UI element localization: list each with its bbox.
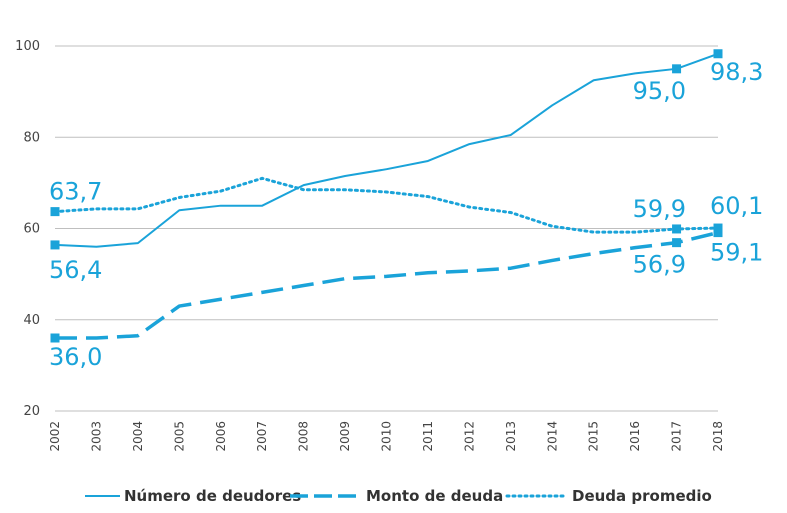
data-marker	[672, 238, 682, 248]
series-line-dotted	[53, 176, 720, 234]
x-tick-label: 2005	[172, 421, 186, 452]
data-markers	[50, 49, 723, 343]
data-marker	[672, 64, 682, 74]
series-line-dashed	[55, 230, 719, 340]
y-tick-label: 20	[23, 404, 40, 419]
data-label: 98,3	[710, 58, 763, 86]
x-tick-label: 2006	[214, 421, 228, 452]
legend-label: Número de deudores	[124, 487, 301, 505]
legend-label: Deuda promedio	[572, 487, 712, 505]
x-tick-label: 2011	[421, 421, 435, 452]
data-label: 63,7	[49, 178, 102, 206]
x-tick-label: 2017	[670, 421, 684, 452]
y-tick-label: 80	[23, 130, 40, 145]
y-axis: 20 40 60 80 100	[15, 39, 40, 419]
data-labels: 56,4 95,0 98,3 36,0 56,9 59,1 63,7 59,9 60,1	[49, 58, 763, 371]
data-label: 60,1	[710, 192, 763, 220]
data-label: 59,1	[710, 239, 763, 267]
legend: Número de deudores Monto de deuda Deuda pr…	[85, 487, 712, 505]
x-tick-label: 2004	[131, 421, 145, 452]
data-label: 56,9	[633, 251, 686, 279]
legend-label: Monto de deuda	[366, 487, 503, 505]
gridlines	[55, 45, 718, 412]
x-axis: 2002 2003 2004 2005 2006 2007 2008 2009 2010 2011…	[48, 421, 725, 452]
x-tick-label: 2008	[297, 421, 311, 452]
data-marker	[50, 333, 60, 343]
data-marker	[50, 207, 60, 217]
data-label: 36,0	[49, 343, 102, 371]
data-label: 95,0	[633, 77, 686, 105]
data-marker	[713, 223, 723, 233]
x-tick-label: 2012	[462, 421, 476, 452]
y-tick-label: 100	[15, 39, 40, 54]
data-marker	[713, 228, 723, 238]
x-tick-label: 2013	[504, 421, 518, 452]
data-marker	[50, 240, 60, 250]
x-tick-label: 2009	[338, 421, 352, 452]
data-marker	[713, 49, 723, 59]
data-label: 59,9	[633, 195, 686, 223]
x-tick-label: 2018	[711, 421, 725, 452]
x-tick-label: 2014	[545, 421, 559, 452]
x-tick-label: 2010	[380, 421, 394, 452]
x-tick-label: 2007	[255, 421, 269, 452]
x-tick-label: 2015	[587, 421, 601, 452]
y-tick-label: 40	[23, 313, 40, 328]
data-marker	[672, 224, 682, 234]
series-line-solid	[54, 52, 719, 248]
series-lines	[53, 52, 720, 340]
y-tick-label: 60	[23, 222, 40, 237]
data-label: 56,4	[49, 256, 102, 284]
x-tick-label: 2016	[628, 421, 642, 452]
x-tick-label: 2003	[89, 421, 103, 452]
x-tick-label: 2002	[48, 421, 62, 452]
